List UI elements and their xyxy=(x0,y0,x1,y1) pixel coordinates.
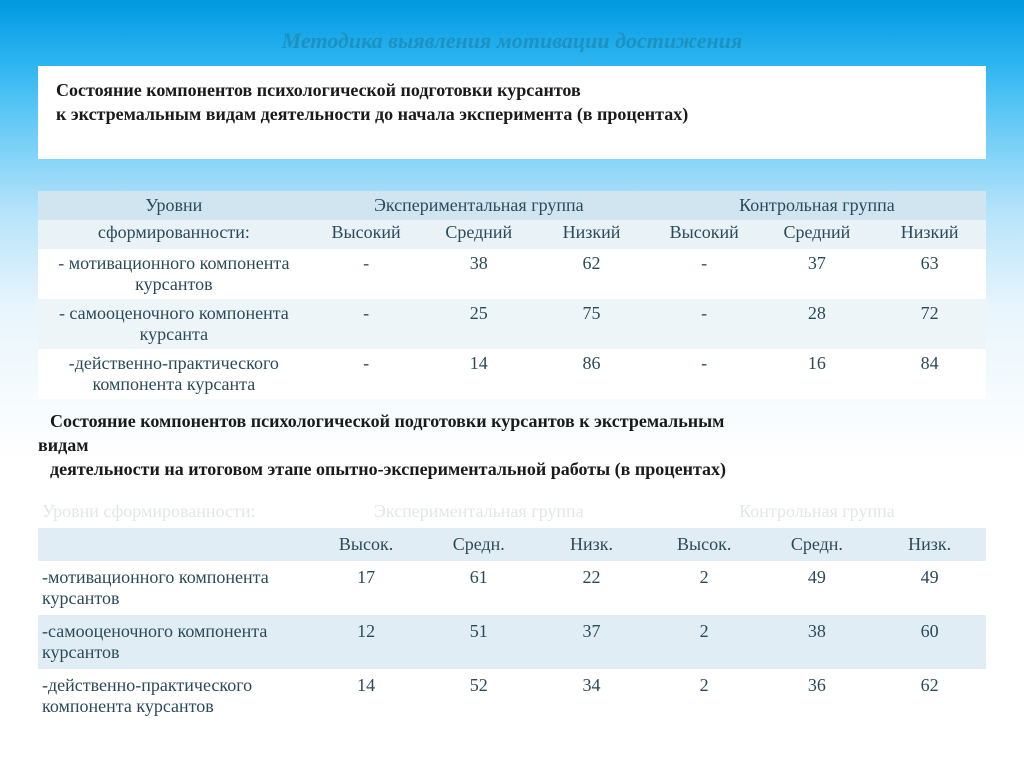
t2-r2-label: -действенно-практического компонента кур… xyxy=(38,669,310,723)
t2-r2-v5: 62 xyxy=(873,669,986,723)
t2-r0-v1: 61 xyxy=(422,561,535,615)
t1-r0-label: - мотивационного компонента курсантов xyxy=(38,249,310,299)
t1-sub-3: Высокий xyxy=(648,220,761,249)
t2-r1-v3: 2 xyxy=(648,615,761,669)
t1-r1-v1: 25 xyxy=(422,299,535,349)
table-row: -действенно-практического компонента кур… xyxy=(38,669,986,723)
table-before-experiment: Уровни Экспериментальная группа Контроль… xyxy=(38,191,986,399)
t2-sub-3: Высок. xyxy=(648,528,761,561)
t2-r2-v4: 36 xyxy=(761,669,874,723)
t1-r1-v2: 75 xyxy=(535,299,648,349)
subtitle-line2: к экстремальным видам деятельности до на… xyxy=(56,104,688,124)
slide-title: Методика выявления мотивации достижения xyxy=(38,28,986,54)
t2-r1-v2: 37 xyxy=(535,615,648,669)
t2-r2-v2: 34 xyxy=(535,669,648,723)
t1-r1-label: - самооценочного компонента курсанта xyxy=(38,299,310,349)
mid-caption-l3: деятельности на итоговом этапе опытно-эк… xyxy=(38,457,986,481)
t2-r0-v0: 17 xyxy=(310,561,423,615)
table2-faded-header: Уровни сформированности: Экспериментальн… xyxy=(38,495,986,528)
t2-r0-v3: 2 xyxy=(648,561,761,615)
t2-r2-v3: 2 xyxy=(648,669,761,723)
t1-r2-v4: 16 xyxy=(761,349,874,399)
t1-sub-0: Высокий xyxy=(310,220,423,249)
t1-r1-v3: - xyxy=(648,299,761,349)
table-row: -мотивационного компонента курсантов 17 … xyxy=(38,561,986,615)
t1-r0-v2: 62 xyxy=(535,249,648,299)
table-row: -самооценочного компонента курсантов 12 … xyxy=(38,615,986,669)
t2-r1-v1: 51 xyxy=(422,615,535,669)
t1-r2-v3: - xyxy=(648,349,761,399)
t1-header-left: Уровни xyxy=(38,191,310,220)
t2-sub-1: Средн. xyxy=(422,528,535,561)
t1-sub-5: Низкий xyxy=(873,220,986,249)
t1-sub-2: Низкий xyxy=(535,220,648,249)
t2-r1-label: -самооценочного компонента курсантов xyxy=(38,615,310,669)
t1-sub-4: Средний xyxy=(761,220,874,249)
t2-sub-5: Низк. xyxy=(873,528,986,561)
t1-r1-v5: 72 xyxy=(873,299,986,349)
t1-r0-v0: - xyxy=(310,249,423,299)
t1-r2-v0: - xyxy=(310,349,423,399)
table2-sub-row: Высок. Средн. Низк. Высок. Средн. Низк. xyxy=(38,528,986,561)
t1-r2-v1: 14 xyxy=(422,349,535,399)
table-row: - мотивационного компонента курсантов - … xyxy=(38,249,986,299)
t1-r0-v3: - xyxy=(648,249,761,299)
table1-sub-row: сформированности: Высокий Средний Низкий… xyxy=(38,220,986,249)
table-after-experiment: Уровни сформированности: Экспериментальн… xyxy=(38,495,986,723)
table1-header-row: Уровни Экспериментальная группа Контроль… xyxy=(38,191,986,220)
mid-caption-l2: видам xyxy=(38,433,986,457)
t1-group-ctrl: Контрольная группа xyxy=(648,191,986,220)
t2-sub-0: Высок. xyxy=(310,528,423,561)
t1-header-left-l1: Уровни xyxy=(145,195,202,215)
t2-r2-v0: 14 xyxy=(310,669,423,723)
table-row: -действенно-практического компонента кур… xyxy=(38,349,986,399)
table-row: - самооценочного компонента курсанта - 2… xyxy=(38,299,986,349)
t1-r0-v5: 63 xyxy=(873,249,986,299)
t1-r1-v4: 28 xyxy=(761,299,874,349)
t2-r0-v2: 22 xyxy=(535,561,648,615)
t2-faded-right: Контрольная группа xyxy=(648,495,986,528)
mid-caption: Состояние компонентов психологической по… xyxy=(38,409,986,482)
t1-r2-label: -действенно-практического компонента кур… xyxy=(38,349,310,399)
t2-sub-4: Средн. xyxy=(761,528,874,561)
t2-r1-v5: 60 xyxy=(873,615,986,669)
t1-sub-1: Средний xyxy=(422,220,535,249)
t2-r0-v4: 49 xyxy=(761,561,874,615)
t1-r2-v5: 84 xyxy=(873,349,986,399)
t2-r1-v4: 38 xyxy=(761,615,874,669)
t1-header-left2: сформированности: xyxy=(38,220,310,249)
t2-sub-2: Низк. xyxy=(535,528,648,561)
subtitle-line1: Состояние компонентов психологической по… xyxy=(56,80,581,100)
t1-r0-v1: 38 xyxy=(422,249,535,299)
t2-sub-blank xyxy=(38,528,310,561)
t2-r2-v1: 52 xyxy=(422,669,535,723)
t1-group-exp: Экспериментальная группа xyxy=(310,191,648,220)
t1-r1-v0: - xyxy=(310,299,423,349)
t2-r0-v5: 49 xyxy=(873,561,986,615)
t1-r2-v2: 86 xyxy=(535,349,648,399)
t2-faded-left: Уровни сформированности: xyxy=(38,495,310,528)
subtitle-box: Состояние компонентов психологической по… xyxy=(38,66,986,159)
t2-faded-mid: Экспериментальная группа xyxy=(310,495,648,528)
mid-caption-l1: Состояние компонентов психологической по… xyxy=(38,409,986,433)
t1-r0-v4: 37 xyxy=(761,249,874,299)
t2-r1-v0: 12 xyxy=(310,615,423,669)
t2-r0-label: -мотивационного компонента курсантов xyxy=(38,561,310,615)
slide-container: Методика выявления мотивации достижения … xyxy=(0,0,1024,768)
